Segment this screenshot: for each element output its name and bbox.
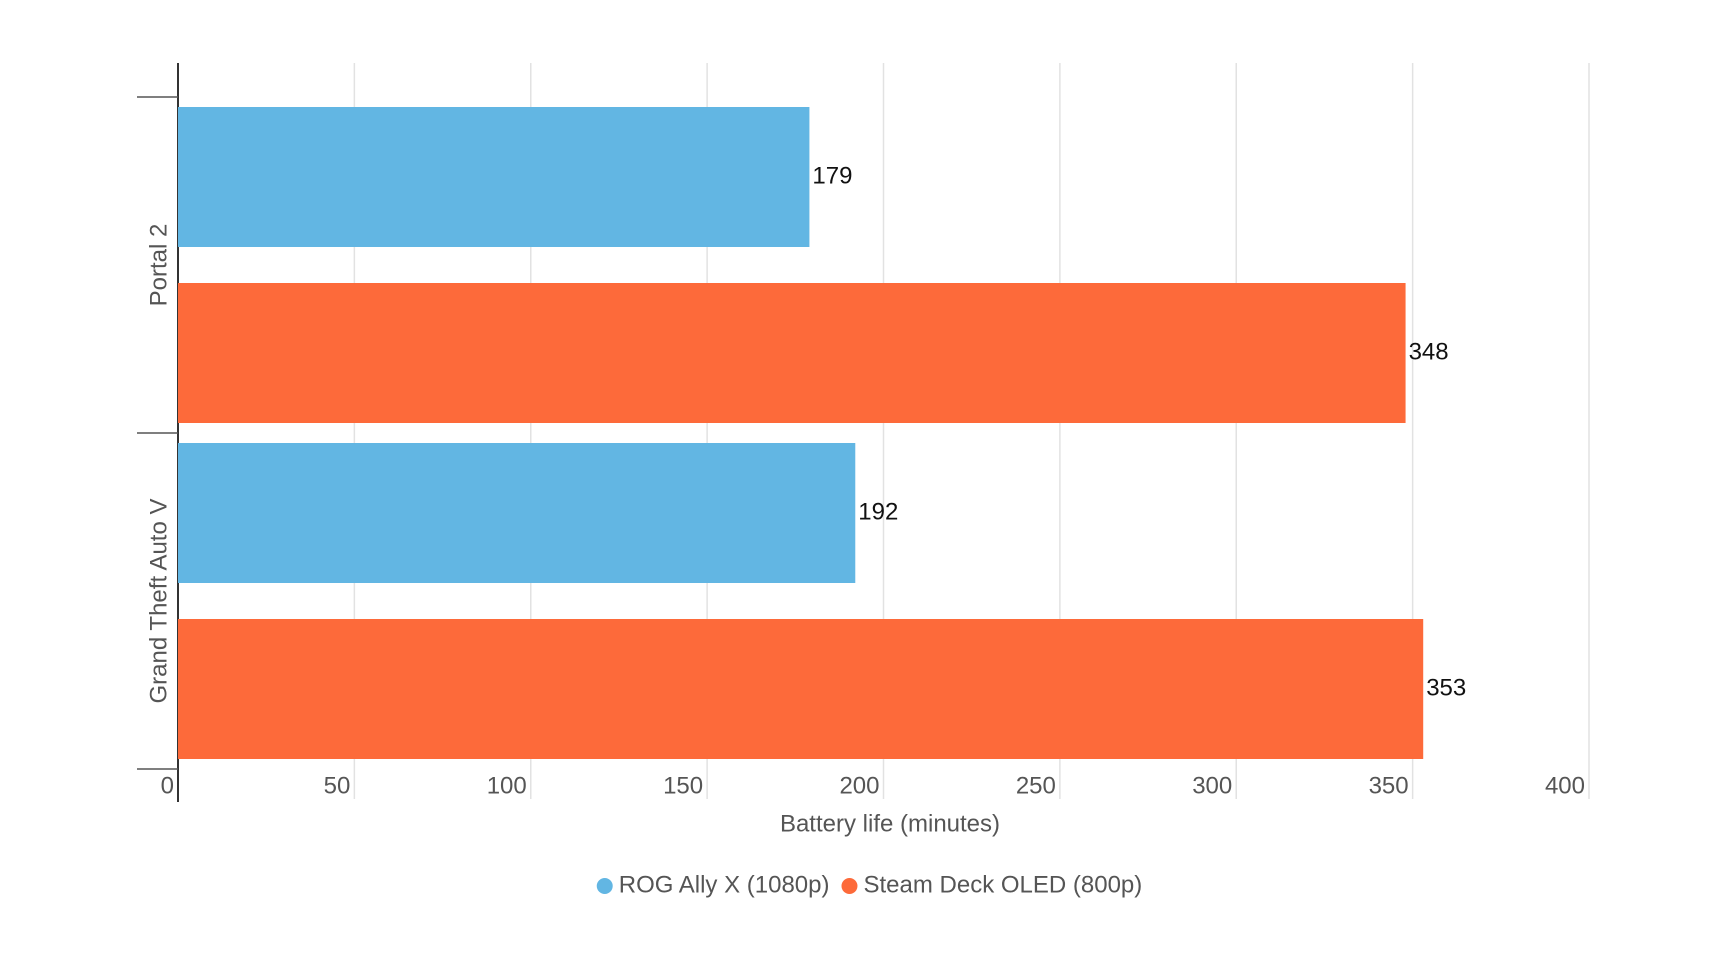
y-tick-label: Portal 2: [145, 224, 172, 307]
bar: [178, 619, 1424, 759]
legend-label: Steam Deck OLED (800p): [863, 871, 1142, 898]
legend: ROG Ally X (1080p) Steam Deck OLED (800p): [596, 871, 1142, 898]
x-tick-label: 0: [161, 772, 174, 799]
data-label: 348: [1409, 338, 1449, 365]
x-tick-label: 150: [663, 772, 703, 799]
bar: [178, 283, 1406, 423]
data-label: 179: [812, 162, 852, 189]
y-tick-label: Grand Theft Auto V: [145, 498, 172, 703]
legend-marker: [596, 878, 613, 894]
x-tick-label: 400: [1545, 772, 1585, 799]
x-tick-label: 100: [487, 772, 527, 799]
legend-marker: [841, 878, 858, 894]
bar: [178, 107, 810, 247]
bar: [178, 443, 856, 583]
legend-label: ROG Ally X (1080p): [619, 871, 830, 898]
x-axis-title: Battery life (minutes): [780, 810, 1000, 837]
data-label: 192: [858, 498, 898, 525]
x-tick-label: 50: [324, 772, 351, 799]
x-tick-label: 250: [1016, 772, 1056, 799]
x-tick-label: 200: [839, 772, 879, 799]
data-label: 353: [1426, 674, 1466, 701]
x-tick-label: 300: [1192, 772, 1232, 799]
x-tick-label: 350: [1369, 772, 1409, 799]
